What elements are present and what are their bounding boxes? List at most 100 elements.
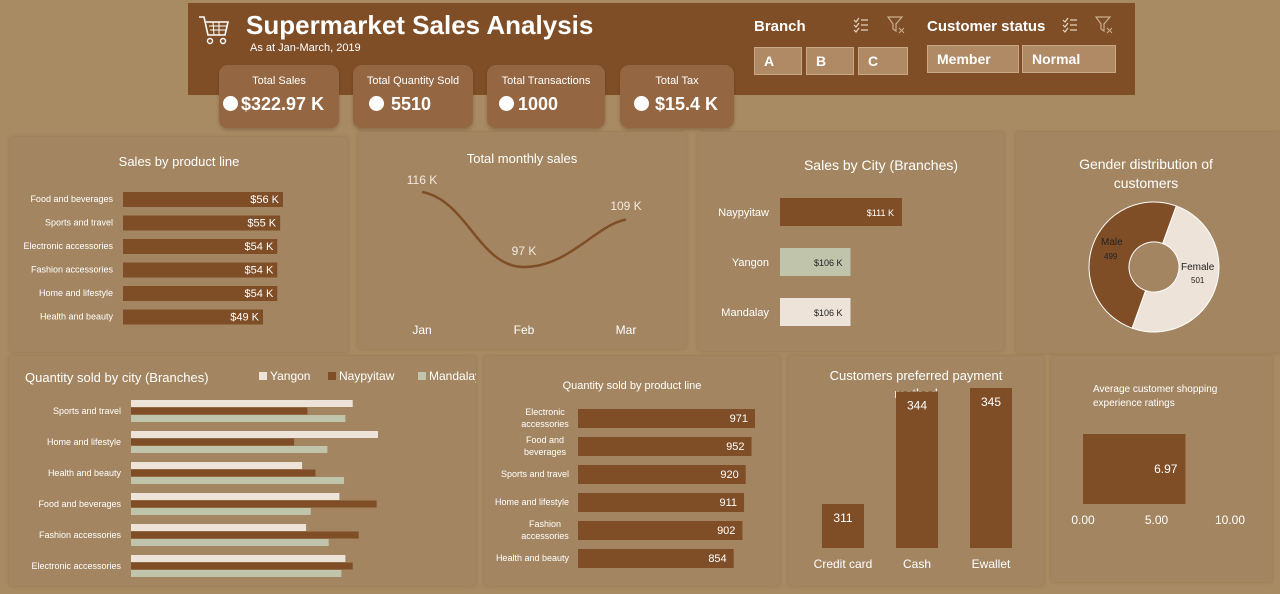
status-option-member[interactable]: Member <box>927 45 1019 73</box>
data-label: $54 K <box>245 288 274 300</box>
data-label: $54 K <box>245 265 274 277</box>
page-subtitle: As at Jan-March, 2019 <box>250 42 361 54</box>
kpi-label: Total Quantity Sold <box>366 75 460 87</box>
category-label: Sports and travel <box>501 469 569 479</box>
category-label: Health and beauty <box>48 468 122 478</box>
bar <box>131 400 353 407</box>
data-label: $56 K <box>250 194 279 206</box>
x-tick-label: Cash <box>903 557 931 571</box>
category-label: Health and beauty <box>496 553 570 563</box>
bar <box>131 539 329 546</box>
kpi-value: 1000 <box>518 94 559 114</box>
clear-filter-icon[interactable] <box>1094 15 1114 35</box>
quantity-by-city-chart: Yangon Naypyitaw Mandalay Sports and travel… <box>31 369 476 577</box>
bar <box>578 409 755 428</box>
data-label: 311 <box>833 511 852 525</box>
bar <box>131 524 307 531</box>
legend-swatch <box>418 372 426 380</box>
bar <box>123 192 283 207</box>
category-label: Electronic accessories <box>23 241 113 251</box>
kpi-total-transactions: Total Transactions 1000 <box>487 65 605 128</box>
bar <box>822 504 864 548</box>
monthly-sales-chart: 116 K Jan 97 K Feb 109 K Mar <box>407 173 642 337</box>
data-label: $49 K <box>230 312 259 324</box>
kpi-label: Total Sales <box>252 75 306 87</box>
bar <box>131 415 346 422</box>
data-label: 345 <box>981 395 1001 409</box>
data-label: 971 <box>730 413 748 425</box>
panel-monthly-sales: Total monthly sales 116 K Jan 97 K Feb 109 K… <box>358 132 686 349</box>
aperture-icon <box>369 96 384 111</box>
payment-method-chart: 311 Credit card 344 Cash 345 Ewallet <box>814 388 1012 571</box>
category-label: Food and beverages <box>38 499 121 509</box>
x-tick-label: Mar <box>616 323 637 337</box>
bar <box>131 438 295 446</box>
bar <box>131 493 340 500</box>
data-label: 902 <box>717 525 735 537</box>
category-label: Yangon <box>732 257 769 269</box>
category-label: beverages <box>524 447 567 457</box>
gender-distribution-chart: Male 499 Female 501 <box>1088 201 1220 333</box>
panel-gender-distribution: Gender distribution of customers Male 499… <box>1016 132 1280 353</box>
avg-rating-chart: 6.97 0.00 5.00 10.00 <box>1071 434 1245 527</box>
bar <box>131 531 359 539</box>
data-label: $106 K <box>814 308 843 318</box>
data-label: 501 <box>1191 276 1205 285</box>
branch-option-b[interactable]: B <box>806 47 854 75</box>
quantity-by-product-line-chart: Electronic accessories 971 Food and beverage… <box>495 407 755 568</box>
category-label: Electronic <box>525 407 565 417</box>
chart-title: Total monthly sales <box>466 151 578 166</box>
category-label: accessories <box>521 531 569 541</box>
branch-option-c[interactable]: C <box>858 47 908 75</box>
data-label: $106 K <box>814 258 843 268</box>
x-tick-label: Feb <box>514 323 535 337</box>
bar <box>780 198 902 226</box>
data-label: 952 <box>726 441 744 453</box>
shopping-cart-icon <box>199 16 230 45</box>
bar <box>578 549 734 568</box>
status-option-normal[interactable]: Normal <box>1022 45 1116 73</box>
bar <box>578 465 746 484</box>
bar <box>578 493 745 512</box>
panel-avg-rating: Average customer shopping experience rat… <box>1051 356 1272 582</box>
x-tick-label: 10.00 <box>1215 513 1245 527</box>
category-label: Mandalay <box>721 307 769 319</box>
kpi-label: Total Transactions <box>501 75 591 87</box>
bar <box>131 570 342 577</box>
bar <box>131 431 378 438</box>
legend-label: Mandalay <box>429 369 476 383</box>
bar <box>123 262 278 278</box>
category-label: Electronic accessories <box>31 561 121 571</box>
multi-select-icon[interactable] <box>1061 16 1079 34</box>
bar <box>578 521 743 540</box>
kpi-value: $322.97 K <box>241 94 325 114</box>
category-label: Female <box>1181 262 1215 273</box>
branch-option-a[interactable]: A <box>754 47 802 75</box>
panel-payment-method: Customers preferred payment method 311Cr… <box>788 356 1044 586</box>
category-label: accessories <box>521 419 569 429</box>
data-label: 116 K <box>407 173 437 187</box>
chart-title: Sales by City (Branches) <box>803 157 959 173</box>
bar <box>131 446 328 453</box>
bar <box>131 477 345 484</box>
data-label: 499 <box>1104 252 1118 261</box>
multi-select-icon[interactable] <box>852 16 870 34</box>
category-label: Sports and travel <box>53 406 121 416</box>
category-label: Naypyitaw <box>718 207 769 219</box>
category-label: Food and beverages <box>30 194 113 204</box>
kpi-value: 5510 <box>391 94 432 114</box>
kpi-total-quantity: Total Quantity Sold 5510 <box>353 65 473 128</box>
bar <box>131 562 353 570</box>
category-label: Food and <box>526 435 564 445</box>
clear-filter-icon[interactable] <box>886 15 906 35</box>
bar <box>780 298 851 326</box>
bar <box>896 391 938 548</box>
series-line <box>421 190 627 269</box>
x-tick-label: Credit card <box>814 557 873 571</box>
x-tick-label: Jan <box>412 323 431 337</box>
bar <box>123 286 278 301</box>
bar <box>123 215 281 231</box>
data-label: $54 K <box>245 241 274 253</box>
legend-label: Naypyitaw <box>339 369 395 383</box>
customer-status-slicer-title: Customer status <box>927 18 1046 35</box>
